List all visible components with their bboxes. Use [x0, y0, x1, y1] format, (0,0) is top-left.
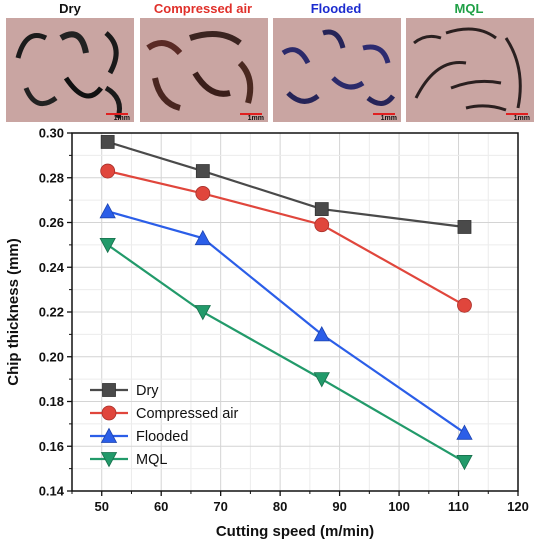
scale-label: 1mm	[513, 115, 530, 122]
data-point	[99, 237, 116, 254]
data-point	[195, 186, 211, 201]
series-mql	[99, 237, 473, 471]
series-dry	[100, 135, 472, 234]
y-axis-title: Chip thickness (mm)	[5, 238, 22, 386]
x-tick-label: 60	[154, 499, 168, 514]
data-point	[456, 455, 473, 471]
legend-label: Flooded	[136, 429, 188, 445]
legend-marker	[100, 452, 118, 468]
y-tick-label: 0.14	[39, 484, 65, 499]
scale-bar	[373, 113, 395, 115]
chip-thickness-chart: 50 60 70 80 90 100 110 120 0.14 0.16 0.18 0.20 0.22 0…	[5, 126, 529, 541]
data-point	[195, 164, 210, 178]
data-point	[313, 372, 330, 388]
y-tick-label: 0.30	[39, 126, 64, 141]
data-point	[99, 202, 116, 219]
x-tick-label: 110	[448, 499, 469, 514]
legend-label: Dry	[136, 383, 159, 399]
y-tick-label: 0.26	[39, 215, 64, 230]
chip-photo-compressed-air: 1mm	[140, 18, 268, 122]
data-point	[457, 297, 472, 313]
scale-label: 1mm	[247, 115, 264, 122]
axis-ticks: 50 60 70 80 90 100 110 120 0.14 0.16 0.18 0.20 0.22 0…	[39, 126, 529, 515]
series-flooded	[99, 202, 473, 440]
legend-marker	[101, 405, 117, 421]
photo-label-flooded: Flooded	[310, 1, 362, 16]
chip-photo-mql: 1mm	[406, 18, 534, 122]
y-tick-label: 0.22	[39, 305, 64, 320]
data-point	[457, 220, 472, 234]
x-axis-title: Cutting speed (m/min)	[216, 523, 374, 540]
chip-photo-dry: 1mm	[6, 18, 134, 122]
photo-label-mql: MQL	[454, 1, 484, 16]
scale-bar	[106, 113, 128, 115]
series-line	[107, 243, 466, 463]
y-tick-label: 0.18	[39, 394, 64, 409]
series-line	[107, 140, 465, 229]
x-tick-label: 100	[388, 499, 410, 514]
x-tick-label: 80	[273, 499, 287, 514]
series-layer	[99, 135, 473, 471]
data-point	[314, 202, 329, 216]
x-tick-label: 120	[507, 499, 529, 514]
data-point	[456, 424, 473, 440]
legend-marker	[102, 383, 116, 397]
data-point	[194, 229, 211, 246]
x-tick-label: 50	[94, 499, 108, 514]
data-point	[313, 326, 330, 342]
y-tick-label: 0.16	[39, 439, 64, 454]
legend-label: MQL	[136, 452, 167, 468]
data-point	[314, 217, 330, 233]
series-line	[107, 169, 466, 307]
data-point	[194, 305, 211, 321]
data-point	[100, 163, 116, 179]
series-compressed-air	[100, 163, 472, 313]
x-tick-label: 90	[332, 499, 346, 514]
y-tick-label: 0.28	[39, 170, 64, 185]
chip-photo-flooded: 1mm	[273, 18, 401, 122]
legend-marker	[100, 427, 118, 443]
scale-bar	[506, 113, 528, 115]
scale-bar	[240, 113, 262, 115]
photo-label-dry: Dry	[59, 1, 81, 16]
legend-label: Compressed air	[136, 406, 239, 422]
legend: Dry Compressed air Flooded MQL	[90, 383, 239, 468]
photo-label-compressed-air: Compressed air	[153, 1, 253, 16]
y-tick-label: 0.20	[39, 349, 64, 364]
series-line	[107, 210, 466, 434]
y-tick-label: 0.24	[39, 260, 65, 275]
scale-label: 1mm	[380, 115, 397, 122]
scale-label: 1mm	[113, 115, 130, 122]
x-tick-label: 70	[213, 499, 227, 514]
data-point	[100, 135, 115, 149]
